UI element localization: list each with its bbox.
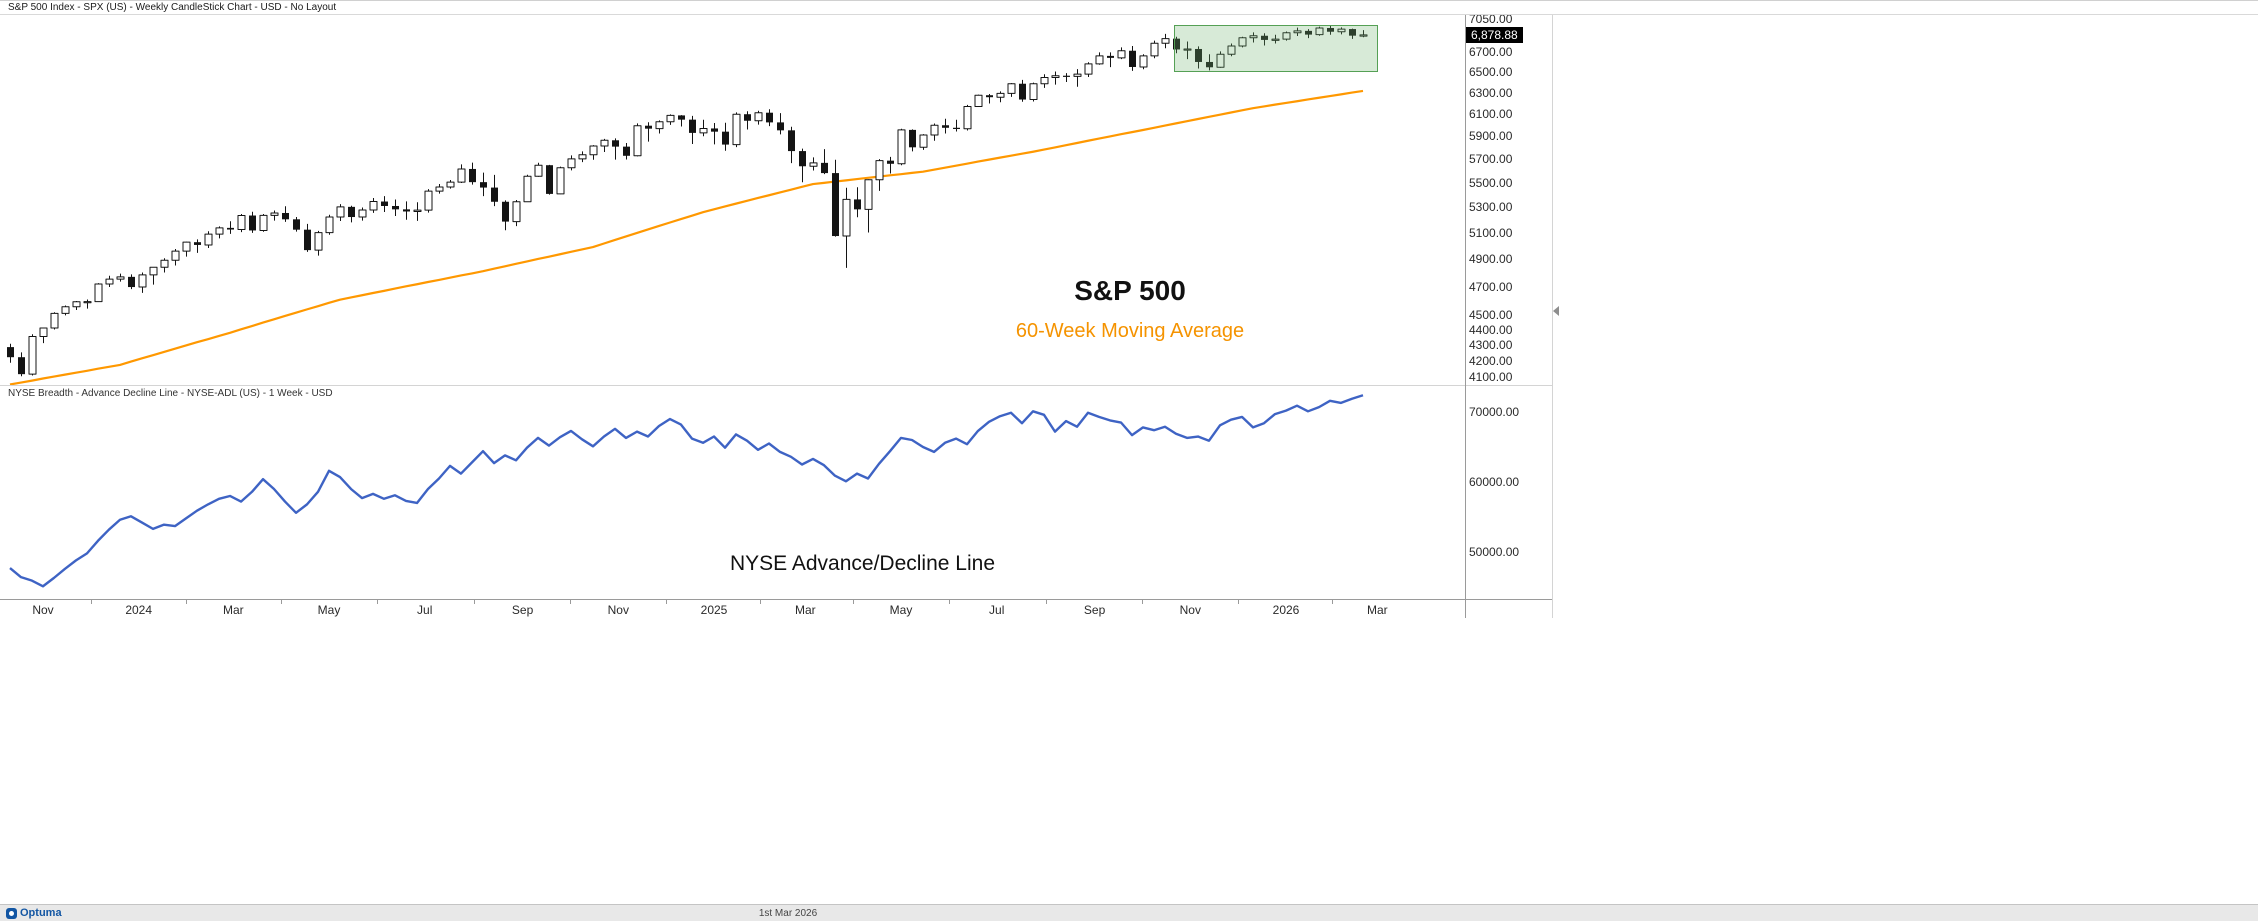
- adl-panel-title: NYSE Breadth - Advance Decline Line - NY…: [8, 388, 333, 399]
- value-axis-label: 60000.00: [1469, 474, 1520, 489]
- time-axis-label: Mar: [222, 603, 244, 617]
- price-axis-label: 5500.00: [1469, 175, 1513, 190]
- chart-title: S&P 500 Index - SPX (US) - Weekly Candle…: [8, 2, 337, 13]
- time-axis-label: 2025: [700, 603, 728, 617]
- time-axis-label: Mar: [794, 603, 816, 617]
- time-axis-label: Nov: [607, 603, 629, 617]
- time-axis-label: May: [317, 603, 341, 617]
- time-axis-label: May: [889, 603, 913, 617]
- last-price-tag: 6,878.88: [1466, 26, 1523, 43]
- status-date: 1st Mar 2026: [758, 908, 818, 919]
- axis-tick: [1331, 599, 1333, 604]
- price-axis-label: 5900.00: [1469, 129, 1513, 144]
- time-axis-label: 2026: [1272, 603, 1300, 617]
- value-axis-label: 70000.00: [1469, 405, 1520, 419]
- price-axis-label: 4500.00: [1469, 308, 1513, 323]
- axis-tick: [570, 599, 572, 604]
- price-axis-label: 7050.00: [1469, 11, 1513, 26]
- axis-tick: [759, 599, 761, 604]
- spx-candlestick-chart[interactable]: [0, 14, 1465, 385]
- price-axis-label: 5700.00: [1469, 152, 1513, 167]
- price-axis-label: 5300.00: [1469, 200, 1513, 215]
- axis-tick: [1045, 599, 1047, 604]
- axis-tick: [948, 599, 950, 604]
- time-axis-label: Sep: [511, 603, 534, 617]
- status-bar: Optuma 1st Mar 2026: [0, 904, 2258, 921]
- price-axis-label: 6700.00: [1469, 45, 1513, 60]
- consolidation-highlight-box[interactable]: [1173, 24, 1379, 73]
- value-axis-label: 50000.00: [1469, 544, 1520, 559]
- panel-divider: [0, 385, 1553, 386]
- price-axis-label: 4400.00: [1469, 323, 1513, 338]
- price-axis-label: 4100.00: [1469, 369, 1513, 384]
- spx-annotation[interactable]: S&P 500: [1074, 275, 1186, 306]
- price-axis-label: 4900.00: [1469, 252, 1513, 267]
- axis-tick: [281, 599, 283, 604]
- price-axis-label: 6300.00: [1469, 86, 1513, 100]
- optuma-logo: Optuma: [6, 907, 62, 919]
- time-axis-label: Jul: [417, 603, 433, 617]
- axis-tick: [666, 599, 668, 604]
- adl-line-chart[interactable]: [0, 385, 1465, 599]
- time-axis-label: Nov: [32, 603, 54, 617]
- price-axis-label: 5100.00: [1469, 225, 1513, 240]
- time-axis-label: Jul: [989, 603, 1005, 617]
- collapse-panel-arrow[interactable]: [1553, 306, 1559, 316]
- adl-annotation[interactable]: NYSE Advance/Decline Line: [730, 552, 995, 575]
- axis-tick: [853, 599, 855, 604]
- price-axis-line: [1465, 14, 1466, 618]
- axis-tick: [1238, 599, 1240, 604]
- moving-average-annotation[interactable]: 60-Week Moving Average: [1015, 320, 1245, 342]
- time-axis-label: Nov: [1179, 603, 1201, 617]
- price-axis-label: 4300.00: [1469, 338, 1513, 353]
- price-axis-label: 4200.00: [1469, 353, 1513, 368]
- axis-tick: [473, 599, 475, 604]
- brand-name: Optuma: [20, 907, 62, 919]
- price-axis-label: 4700.00: [1469, 279, 1513, 294]
- time-axis-line: [0, 599, 1553, 600]
- time-axis-label: Mar: [1366, 603, 1388, 617]
- axis-area-divider: [1552, 14, 1553, 618]
- time-axis-label: 2024: [125, 603, 153, 617]
- axis-tick: [90, 599, 92, 604]
- price-axis-label: 6500.00: [1469, 65, 1513, 80]
- axis-tick: [1142, 599, 1144, 604]
- time-axis-label: Sep: [1083, 603, 1106, 617]
- chart-title-bar: S&P 500 Index - SPX (US) - Weekly Candle…: [0, 1, 2258, 15]
- optuma-icon: [6, 907, 17, 919]
- time-axis[interactable]: Nov 2024 Mar May Jul Sep Nov 2025 Mar May Jul Sep No…: [0, 599, 1553, 619]
- axis-tick: [376, 599, 378, 604]
- price-axis-label: 6100.00: [1469, 107, 1513, 122]
- axis-tick: [186, 599, 187, 604]
